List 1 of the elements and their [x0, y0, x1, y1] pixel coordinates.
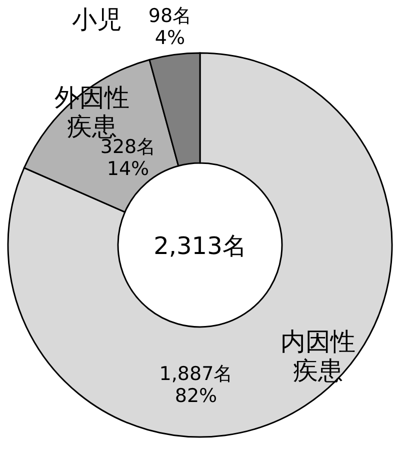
annotation: 2,313名 — [154, 232, 246, 260]
